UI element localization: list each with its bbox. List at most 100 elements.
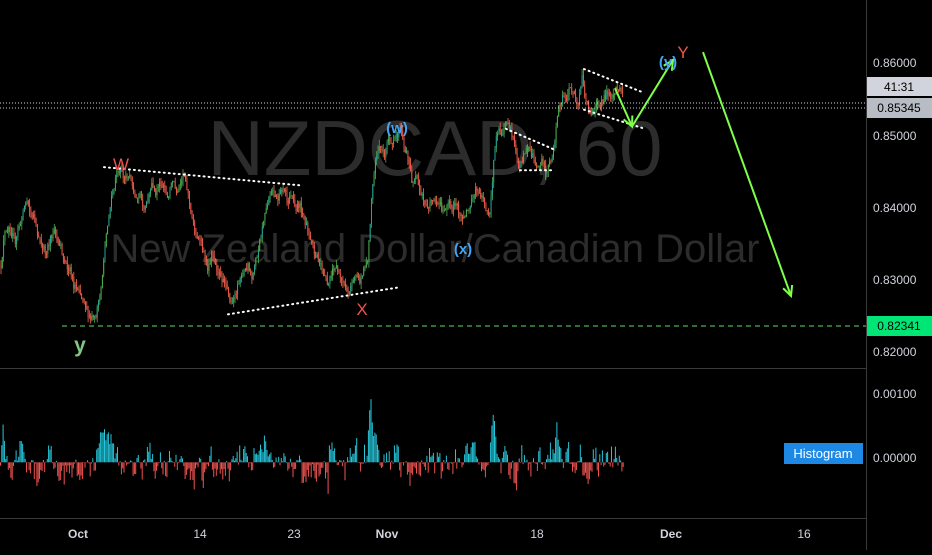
histogram-bar bbox=[310, 462, 312, 478]
candle-body bbox=[20, 224, 21, 226]
candle-body bbox=[117, 171, 119, 175]
trendlines bbox=[103, 68, 646, 316]
histogram-bar bbox=[542, 462, 544, 465]
candle-body bbox=[14, 236, 16, 244]
histogram-bar bbox=[525, 461, 527, 463]
histogram-bar bbox=[348, 460, 350, 463]
histogram-bar bbox=[315, 462, 317, 482]
trendline-wedge2_bottom[interactable] bbox=[583, 108, 646, 130]
watermark-description: New Zealand Dollar/Canadian Dollar bbox=[110, 227, 759, 271]
candle-body bbox=[398, 127, 400, 138]
histogram-bar bbox=[31, 460, 33, 463]
candle-body bbox=[458, 204, 460, 213]
candle-body bbox=[549, 161, 551, 165]
candle-body bbox=[538, 165, 540, 167]
candle-body bbox=[367, 262, 369, 263]
candle-body bbox=[70, 267, 72, 276]
histogram-bar bbox=[345, 462, 347, 463]
histogram-bar bbox=[510, 462, 512, 469]
histogram-bar bbox=[546, 459, 547, 463]
price-axis[interactable]: 0.86000 0.85000 0.84000 0.83000 0.82000 bbox=[873, 56, 917, 359]
histogram-bar bbox=[257, 454, 259, 463]
candle-body bbox=[241, 275, 242, 278]
candle-body bbox=[17, 228, 19, 237]
candle-body bbox=[524, 153, 526, 155]
candle-body bbox=[161, 183, 163, 188]
candle-body bbox=[610, 92, 612, 99]
histogram-bar bbox=[80, 462, 82, 476]
candle-body bbox=[594, 107, 596, 112]
candle-body bbox=[586, 100, 588, 102]
histogram-bar bbox=[577, 461, 579, 463]
histogram-bar bbox=[28, 462, 30, 471]
histogram-bar bbox=[598, 462, 599, 477]
histogram-bar bbox=[83, 462, 85, 463]
candle-body bbox=[95, 315, 97, 318]
histogram-bar bbox=[15, 450, 17, 463]
candle-body bbox=[306, 222, 307, 226]
histogram-bar bbox=[244, 446, 246, 463]
histogram-bar bbox=[148, 451, 150, 463]
histogram-bar bbox=[149, 442, 151, 463]
candle-body bbox=[503, 123, 505, 134]
candle-body bbox=[199, 239, 201, 241]
trendline-W_bottom[interactable] bbox=[227, 286, 399, 316]
histogram-bar bbox=[74, 462, 76, 464]
histogram-bar bbox=[494, 420, 495, 463]
histogram-bar bbox=[57, 462, 59, 477]
histogram-bar bbox=[570, 462, 572, 464]
histogram-bar bbox=[613, 458, 615, 463]
histogram-bar bbox=[58, 462, 60, 481]
candle-body bbox=[384, 150, 385, 158]
price-tick: 0.83000 bbox=[873, 273, 917, 287]
histogram-bar bbox=[130, 460, 131, 463]
candle-body bbox=[10, 232, 12, 237]
candle-body bbox=[527, 147, 528, 152]
candle-body bbox=[42, 243, 44, 250]
candle-body bbox=[303, 215, 305, 218]
candle-body bbox=[290, 195, 292, 197]
histogram-bar bbox=[399, 462, 401, 471]
candle-body bbox=[4, 231, 6, 241]
candle-body bbox=[207, 261, 209, 272]
time-axis[interactable]: Oct 14 23 Nov 18 Dec 16 bbox=[68, 527, 811, 541]
candle-body bbox=[259, 239, 261, 251]
histogram-bar bbox=[52, 462, 53, 464]
candle-body bbox=[364, 267, 366, 268]
histogram-bar bbox=[42, 459, 44, 463]
histogram-bar bbox=[391, 460, 393, 463]
candle-body bbox=[556, 116, 558, 127]
histogram-bar bbox=[549, 442, 551, 463]
trendline-wedge1_top[interactable] bbox=[505, 127, 557, 152]
projection-arrow-0[interactable] bbox=[614, 87, 633, 127]
histogram-bar bbox=[423, 462, 425, 467]
histogram-bar bbox=[573, 462, 575, 468]
candle-body bbox=[338, 271, 340, 274]
candle-body bbox=[491, 182, 493, 197]
histogram-badge[interactable] bbox=[784, 443, 863, 464]
indicator-axis[interactable]: 0.00100 0.00000 bbox=[873, 387, 917, 465]
candle-body bbox=[283, 188, 285, 191]
histogram-bar bbox=[432, 452, 434, 463]
price-tick: 0.84000 bbox=[873, 201, 917, 215]
candle-body bbox=[125, 176, 127, 180]
projection-arrow-1[interactable] bbox=[631, 59, 674, 128]
candle-body bbox=[9, 227, 11, 233]
histogram-bar bbox=[1, 445, 3, 463]
trendline-wedge2_top[interactable] bbox=[583, 68, 643, 93]
indicator-tick: 0.00100 bbox=[873, 387, 917, 401]
trendline-W_top[interactable] bbox=[103, 166, 303, 187]
histogram-bar bbox=[484, 462, 486, 478]
candle-body bbox=[417, 175, 419, 185]
histogram-bar bbox=[261, 449, 263, 463]
projection-arrow-2[interactable] bbox=[702, 51, 792, 297]
candle-body bbox=[495, 136, 497, 149]
histogram-bar bbox=[105, 440, 107, 463]
price-tick: 0.85000 bbox=[873, 129, 917, 143]
histogram-bar bbox=[540, 462, 542, 465]
histogram-bar bbox=[559, 446, 560, 463]
histogram-bar bbox=[39, 462, 40, 479]
histogram-bar bbox=[538, 451, 540, 463]
